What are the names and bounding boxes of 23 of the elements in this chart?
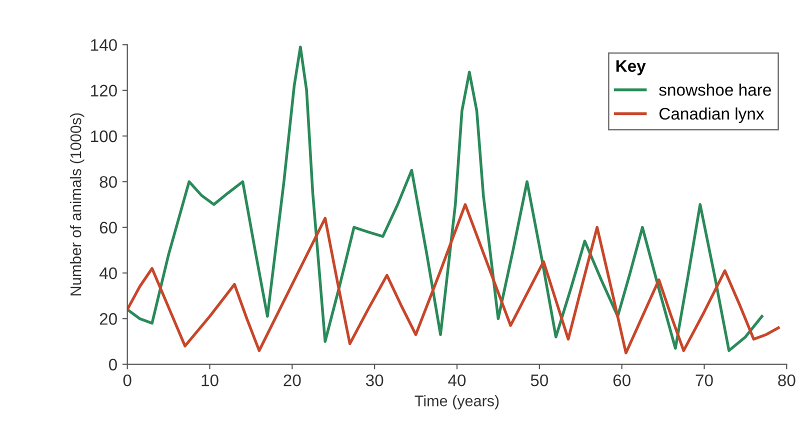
legend-label: snowshoe hare: [659, 84, 771, 96]
line-series: [127, 203, 780, 354]
x-tick-label: 70: [696, 374, 713, 386]
x-tick-label: 60: [613, 374, 630, 386]
x-tick-label: 0: [123, 374, 132, 386]
y-axis-title: Number of animals (1000s): [70, 113, 84, 296]
y-tick-label: 80: [100, 176, 117, 188]
legend-title: Key: [616, 60, 646, 76]
legend-label: Canadian lynx: [659, 107, 764, 123]
x-tick-label: 40: [448, 374, 466, 386]
y-tick-label: 0: [108, 358, 117, 371]
x-axis-title: Time (years): [414, 395, 499, 410]
x-tick-label: 20: [284, 374, 301, 386]
y-tick-label: 120: [91, 84, 117, 97]
y-tick-label: 60: [100, 222, 117, 234]
x-tick-label: 10: [202, 374, 218, 386]
y-tick-label: 140: [91, 39, 117, 51]
y-tick-label: 20: [100, 313, 117, 325]
x-tick-label: 30: [366, 374, 384, 386]
y-tick-label: 40: [99, 267, 117, 280]
y-tick-label: 100: [91, 130, 117, 142]
x-tick-label: 80: [778, 374, 796, 386]
x-tick-label: 50: [530, 374, 548, 386]
